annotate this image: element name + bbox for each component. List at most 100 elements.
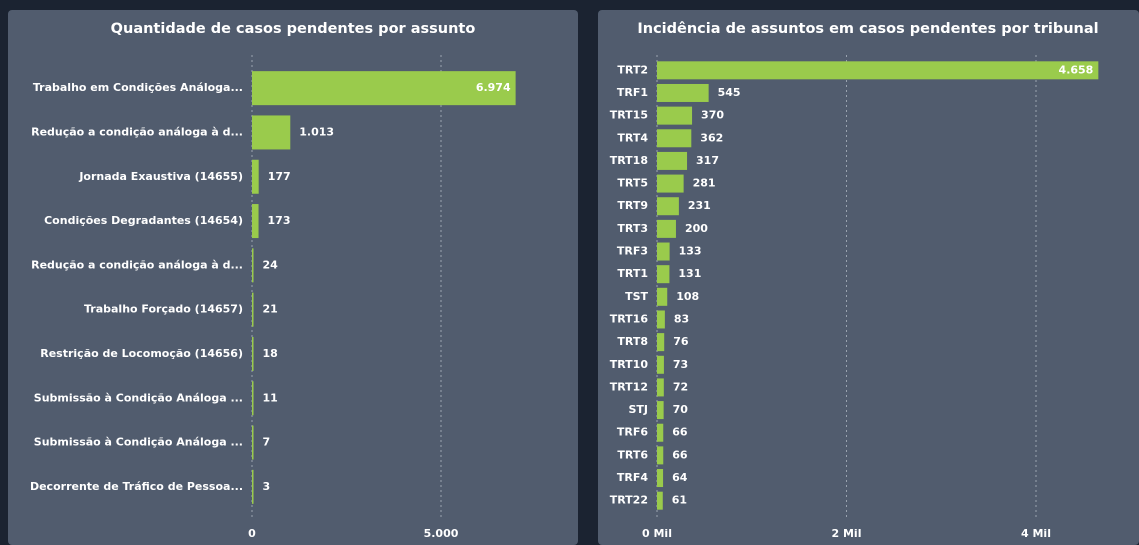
bar	[252, 115, 291, 150]
bar	[657, 129, 692, 148]
value-label: 11	[263, 391, 278, 404]
bar	[252, 248, 254, 283]
panel	[598, 10, 1139, 545]
category-label: STJ	[628, 403, 648, 416]
bar	[657, 310, 665, 329]
value-label: 173	[268, 214, 291, 227]
bar	[657, 423, 664, 442]
bar	[657, 287, 668, 306]
category-label: TRT10	[610, 358, 649, 371]
category-label: TRT8	[617, 335, 648, 348]
bar	[657, 219, 676, 238]
category-label: Decorrente de Tráfico de Pessoa...	[30, 480, 243, 493]
category-label: Redução a condição análoga à d...	[31, 125, 243, 138]
category-label: TRT18	[610, 154, 648, 167]
category-label: Restrição de Locomoção (14656)	[40, 347, 243, 360]
bar	[657, 106, 693, 125]
category-label: TRT1	[617, 267, 648, 280]
category-label: TRT3	[617, 222, 648, 235]
bar	[657, 265, 670, 284]
value-label: 7	[263, 436, 271, 449]
value-label: 21	[263, 303, 278, 316]
value-label: 72	[673, 380, 688, 393]
bar	[252, 159, 259, 194]
category-label: Submissão à Condição Análoga ...	[34, 436, 243, 449]
panel	[8, 10, 578, 545]
value-label: 133	[679, 245, 702, 258]
bar	[657, 151, 688, 170]
category-label: TRT15	[610, 109, 648, 122]
category-label: Submissão à Condição Análoga ...	[34, 391, 243, 404]
chart-title: Quantidade de casos pendentes por assunt…	[111, 21, 476, 37]
x-tick-label: 2 Mil	[832, 527, 862, 540]
bar	[252, 381, 254, 416]
bar	[657, 333, 665, 352]
bar	[657, 83, 709, 102]
value-label: 6.974	[476, 81, 511, 94]
category-label: Trabalho Forçado (14657)	[84, 303, 243, 316]
category-label: TRT2	[617, 63, 648, 76]
category-label: TRT4	[617, 131, 648, 144]
value-label: 545	[718, 86, 741, 99]
x-tick-label: 5.000	[424, 527, 459, 540]
bar	[252, 71, 516, 106]
value-label: 317	[696, 154, 719, 167]
category-label: TRF1	[617, 86, 648, 99]
bar	[657, 378, 664, 397]
category-label: TRT6	[617, 448, 648, 461]
value-label: 66	[672, 426, 688, 439]
bar	[657, 355, 664, 374]
category-label: TRT12	[610, 380, 648, 393]
value-label: 70	[673, 403, 689, 416]
value-label: 4.658	[1059, 63, 1094, 76]
value-label: 66	[672, 448, 688, 461]
category-label: TRF3	[617, 245, 648, 258]
bar	[252, 336, 254, 371]
category-label: TST	[625, 290, 648, 303]
category-label: TRT9	[617, 199, 648, 212]
value-label: 281	[693, 177, 716, 190]
value-label: 83	[674, 312, 689, 325]
bar	[657, 197, 679, 216]
category-label: Trabalho em Condições Análoga...	[33, 81, 243, 94]
category-label: TRF4	[617, 471, 648, 484]
category-label: Condições Degradantes (14654)	[44, 214, 243, 227]
bar	[252, 292, 254, 327]
bar	[657, 242, 670, 261]
value-label: 3	[263, 480, 271, 493]
value-label: 200	[685, 222, 708, 235]
bar	[657, 491, 663, 510]
x-tick-label: 4 Mil	[1021, 527, 1051, 540]
bar	[657, 446, 664, 465]
bar	[252, 425, 254, 460]
value-label: 131	[678, 267, 701, 280]
category-label: TRT5	[617, 177, 648, 190]
category-label: Redução a condição análoga à d...	[31, 258, 243, 271]
category-label: Jornada Exaustiva (14655)	[78, 170, 243, 183]
value-label: 362	[700, 131, 723, 144]
value-label: 73	[673, 358, 688, 371]
value-label: 370	[701, 109, 724, 122]
value-label: 64	[672, 471, 688, 484]
bar	[252, 469, 254, 504]
value-label: 231	[688, 199, 711, 212]
bar	[657, 61, 1099, 80]
value-label: 76	[673, 335, 689, 348]
value-label: 108	[676, 290, 699, 303]
value-label: 1.013	[299, 125, 334, 138]
chart-title: Incidência de assuntos em casos pendente…	[637, 21, 1098, 37]
value-label: 177	[268, 170, 291, 183]
x-tick-label: 0	[248, 527, 256, 540]
x-tick-label: 0 Mil	[642, 527, 672, 540]
value-label: 24	[263, 258, 279, 271]
category-label: TRF6	[617, 426, 648, 439]
value-label: 61	[672, 494, 687, 507]
bar	[252, 204, 259, 239]
bar	[657, 401, 664, 420]
bar	[657, 174, 684, 193]
category-label: TRT22	[610, 494, 648, 507]
bar	[657, 469, 664, 488]
category-label: TRT16	[610, 312, 649, 325]
value-label: 18	[263, 347, 278, 360]
